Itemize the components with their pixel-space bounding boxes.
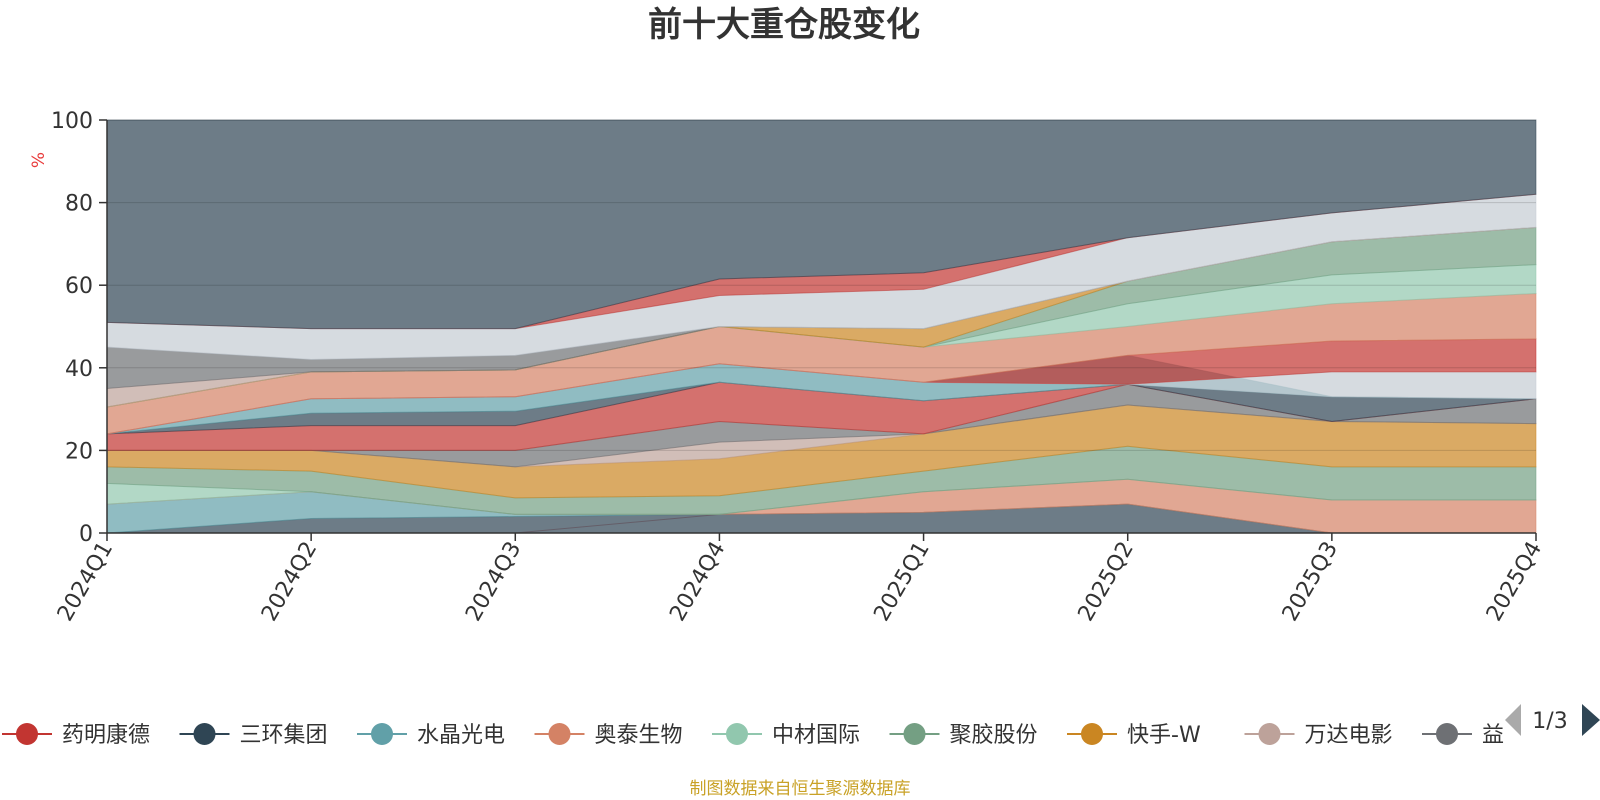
- legend-label: 三环集团: [240, 723, 328, 748]
- x-tick-label: 2025Q3: [1278, 538, 1343, 626]
- y-tick-label: 0: [79, 522, 93, 547]
- legend-label: 万达电影: [1305, 723, 1393, 748]
- legend-label: 益: [1482, 723, 1504, 748]
- y-tick-label: 20: [65, 439, 93, 464]
- grid-lines: [107, 119, 1536, 451]
- legend-marker-icon: [548, 723, 571, 745]
- x-tick-label: 2025Q2: [1074, 538, 1139, 626]
- legend-label: 快手-W: [1127, 723, 1201, 748]
- legend-item[interactable]: 万达电影: [1244, 723, 1393, 748]
- legend-pager: 1/3: [1505, 704, 1600, 736]
- legend-item[interactable]: 药明康德: [2, 723, 150, 748]
- legend-label: 水晶光电: [417, 723, 505, 748]
- x-tick-label: 2024Q1: [53, 538, 118, 626]
- x-tick-label: 2024Q4: [665, 538, 730, 626]
- legend-item[interactable]: 奥泰生物: [534, 723, 683, 748]
- area-bands: [106, 119, 1537, 534]
- x-tick-label: 2024Q3: [461, 538, 526, 626]
- legend-label: 药明康德: [62, 723, 150, 748]
- legend-item[interactable]: 聚胶股份: [889, 723, 1038, 748]
- area-band-22: [106, 119, 1537, 330]
- legend-marker-icon: [371, 723, 393, 745]
- legend-marker-icon: [1436, 723, 1458, 745]
- x-tick-labels: 2024Q1 2024Q2 2024Q3 2024Q4 2025Q1 2025Q2 2025…: [53, 533, 1547, 626]
- legend-prev-icon[interactable]: [1505, 704, 1521, 736]
- legend: 药明康德 三环集团 水晶光电 奥泰生物 中材国际 聚胶股份 快手-W 万达电影 益: [2, 723, 1504, 748]
- y-tick-label: 100: [51, 109, 93, 134]
- legend-item[interactable]: 快手-W: [1067, 723, 1201, 748]
- legend-item[interactable]: 水晶光电: [357, 723, 505, 748]
- y-tick-label: 40: [65, 357, 93, 382]
- axes: [106, 120, 1536, 534]
- chart-title: 前十大重仓股变化: [648, 5, 920, 45]
- legend-marker-icon: [16, 723, 38, 745]
- legend-next-icon[interactable]: [1582, 704, 1600, 736]
- y-tick-label: 60: [65, 274, 93, 299]
- y-tick-labels: 0 20 40 60 80 100: [51, 109, 107, 547]
- legend-label: 聚胶股份: [950, 723, 1038, 748]
- legend-marker-icon: [1258, 723, 1281, 745]
- legend-marker-icon: [1081, 723, 1103, 745]
- y-axis-label: %: [29, 152, 49, 168]
- y-tick-label: 80: [65, 192, 93, 217]
- legend-item[interactable]: 益: [1422, 723, 1504, 748]
- x-tick-label: 2025Q4: [1482, 538, 1547, 626]
- legend-marker-icon: [193, 723, 216, 745]
- legend-item[interactable]: 中材国际: [712, 723, 860, 748]
- legend-marker-icon: [726, 723, 748, 745]
- legend-label: 中材国际: [772, 723, 860, 748]
- legend-page-indicator: 1/3: [1532, 709, 1567, 734]
- legend-label: 奥泰生物: [595, 723, 683, 748]
- x-tick-label: 2025Q1: [869, 538, 934, 626]
- legend-item[interactable]: 三环集团: [179, 723, 328, 748]
- x-tick-label: 2024Q2: [257, 538, 322, 626]
- legend-marker-icon: [903, 723, 926, 745]
- data-source-footer: 制图数据来自恒生聚源数据库: [690, 779, 911, 799]
